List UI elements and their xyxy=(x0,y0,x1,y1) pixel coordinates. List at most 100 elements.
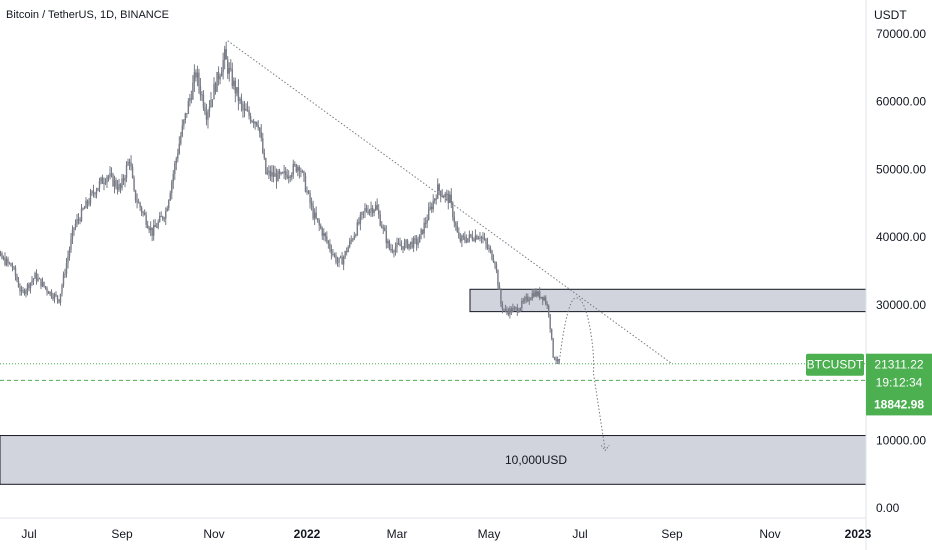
candle-body xyxy=(146,224,149,229)
candle-body xyxy=(213,83,215,100)
candle-body xyxy=(277,170,279,182)
candle-body xyxy=(367,211,369,214)
candle-body xyxy=(402,246,404,250)
countdown-label: 19:12:34 xyxy=(876,376,923,390)
candle-body xyxy=(29,282,32,289)
candle-body xyxy=(240,98,243,104)
y-axis-unit: USDT xyxy=(874,8,907,22)
candle-body xyxy=(92,191,95,194)
candle-body xyxy=(128,161,131,163)
candle-body xyxy=(211,99,214,101)
candle-body xyxy=(528,300,530,302)
candle-body xyxy=(450,194,452,203)
candle-body xyxy=(497,270,499,286)
candle-body xyxy=(283,171,285,173)
candle-body xyxy=(1,253,3,259)
candle-body xyxy=(427,208,430,221)
candle-body xyxy=(470,234,472,237)
candle-body xyxy=(82,208,84,210)
candle-body xyxy=(373,209,375,213)
candle-body xyxy=(341,256,343,265)
candle-body xyxy=(286,174,288,179)
candle-body xyxy=(335,255,337,263)
x-tick-label: Sep xyxy=(661,527,683,541)
candle-body xyxy=(14,267,17,277)
candle-body xyxy=(291,174,293,178)
candle-body xyxy=(97,187,99,191)
candle-body xyxy=(5,258,8,265)
candle-body xyxy=(49,291,51,294)
candle-body xyxy=(251,121,253,123)
candle-body xyxy=(163,218,165,220)
candle-body xyxy=(406,240,409,249)
candle-body xyxy=(327,241,330,244)
candle-body xyxy=(495,264,498,271)
candle-body xyxy=(507,311,510,315)
candle-body xyxy=(330,249,333,254)
candle-body xyxy=(214,83,217,92)
y-tick-label: 60000.00 xyxy=(876,95,926,109)
candle-body xyxy=(162,216,164,219)
candle-body xyxy=(154,225,156,228)
candle-body xyxy=(13,267,15,269)
candle-body xyxy=(387,240,389,244)
candle-body xyxy=(94,193,96,195)
candle-body xyxy=(118,184,120,190)
candle-body xyxy=(464,236,466,241)
candle-body xyxy=(370,207,372,211)
candle-body xyxy=(558,359,560,363)
candle-body xyxy=(101,177,104,184)
candle-body xyxy=(333,254,336,256)
candle-body xyxy=(486,243,489,248)
candle-body xyxy=(498,285,501,291)
candle-body xyxy=(316,218,319,221)
candle-body xyxy=(385,230,388,244)
candle-body xyxy=(217,72,220,80)
candle-body xyxy=(171,182,173,194)
candle-body xyxy=(513,307,516,309)
candle-body xyxy=(4,257,6,265)
candle-body xyxy=(391,248,394,252)
candle-body xyxy=(85,200,87,209)
candle-body xyxy=(414,238,416,240)
candle-body xyxy=(455,222,457,226)
candle-body xyxy=(509,308,511,315)
candle-body xyxy=(537,291,539,296)
candle-body xyxy=(452,202,454,218)
candle-body xyxy=(474,235,477,241)
candle-body xyxy=(41,281,44,287)
candle-body xyxy=(555,359,557,361)
chart-title: Bitcoin / TetherUS, 1D, BINANCE xyxy=(6,9,170,21)
candle-body xyxy=(549,314,551,330)
candle-body xyxy=(345,251,348,253)
candle-body xyxy=(441,196,443,198)
candle-body xyxy=(396,242,398,248)
candle-body xyxy=(489,248,492,251)
y-tick-label: 40000.00 xyxy=(876,230,926,244)
overlays-layer xyxy=(227,40,673,452)
candle-body xyxy=(485,239,487,244)
candle-body xyxy=(166,208,168,212)
candle-body xyxy=(397,242,400,244)
x-tick-label: Mar xyxy=(387,527,408,541)
candle-body xyxy=(492,259,495,263)
candle-body xyxy=(289,176,291,178)
candle-body xyxy=(125,165,128,179)
projection-path xyxy=(558,297,606,451)
candle-body xyxy=(159,216,161,222)
current-price-label: 21311.22 xyxy=(874,358,923,372)
candle-body xyxy=(216,72,218,92)
candle-body xyxy=(100,177,102,182)
candle-body xyxy=(107,176,110,178)
candle-body xyxy=(98,181,101,188)
candle-body xyxy=(539,291,541,299)
candle-body xyxy=(356,222,359,235)
candle-body xyxy=(453,217,456,223)
candle-body xyxy=(62,274,65,286)
candle-body xyxy=(137,202,140,204)
target-zone-label: 10,000USD xyxy=(505,453,567,467)
candle-body xyxy=(104,182,107,184)
candle-body xyxy=(19,287,21,292)
candle-body xyxy=(515,307,517,309)
